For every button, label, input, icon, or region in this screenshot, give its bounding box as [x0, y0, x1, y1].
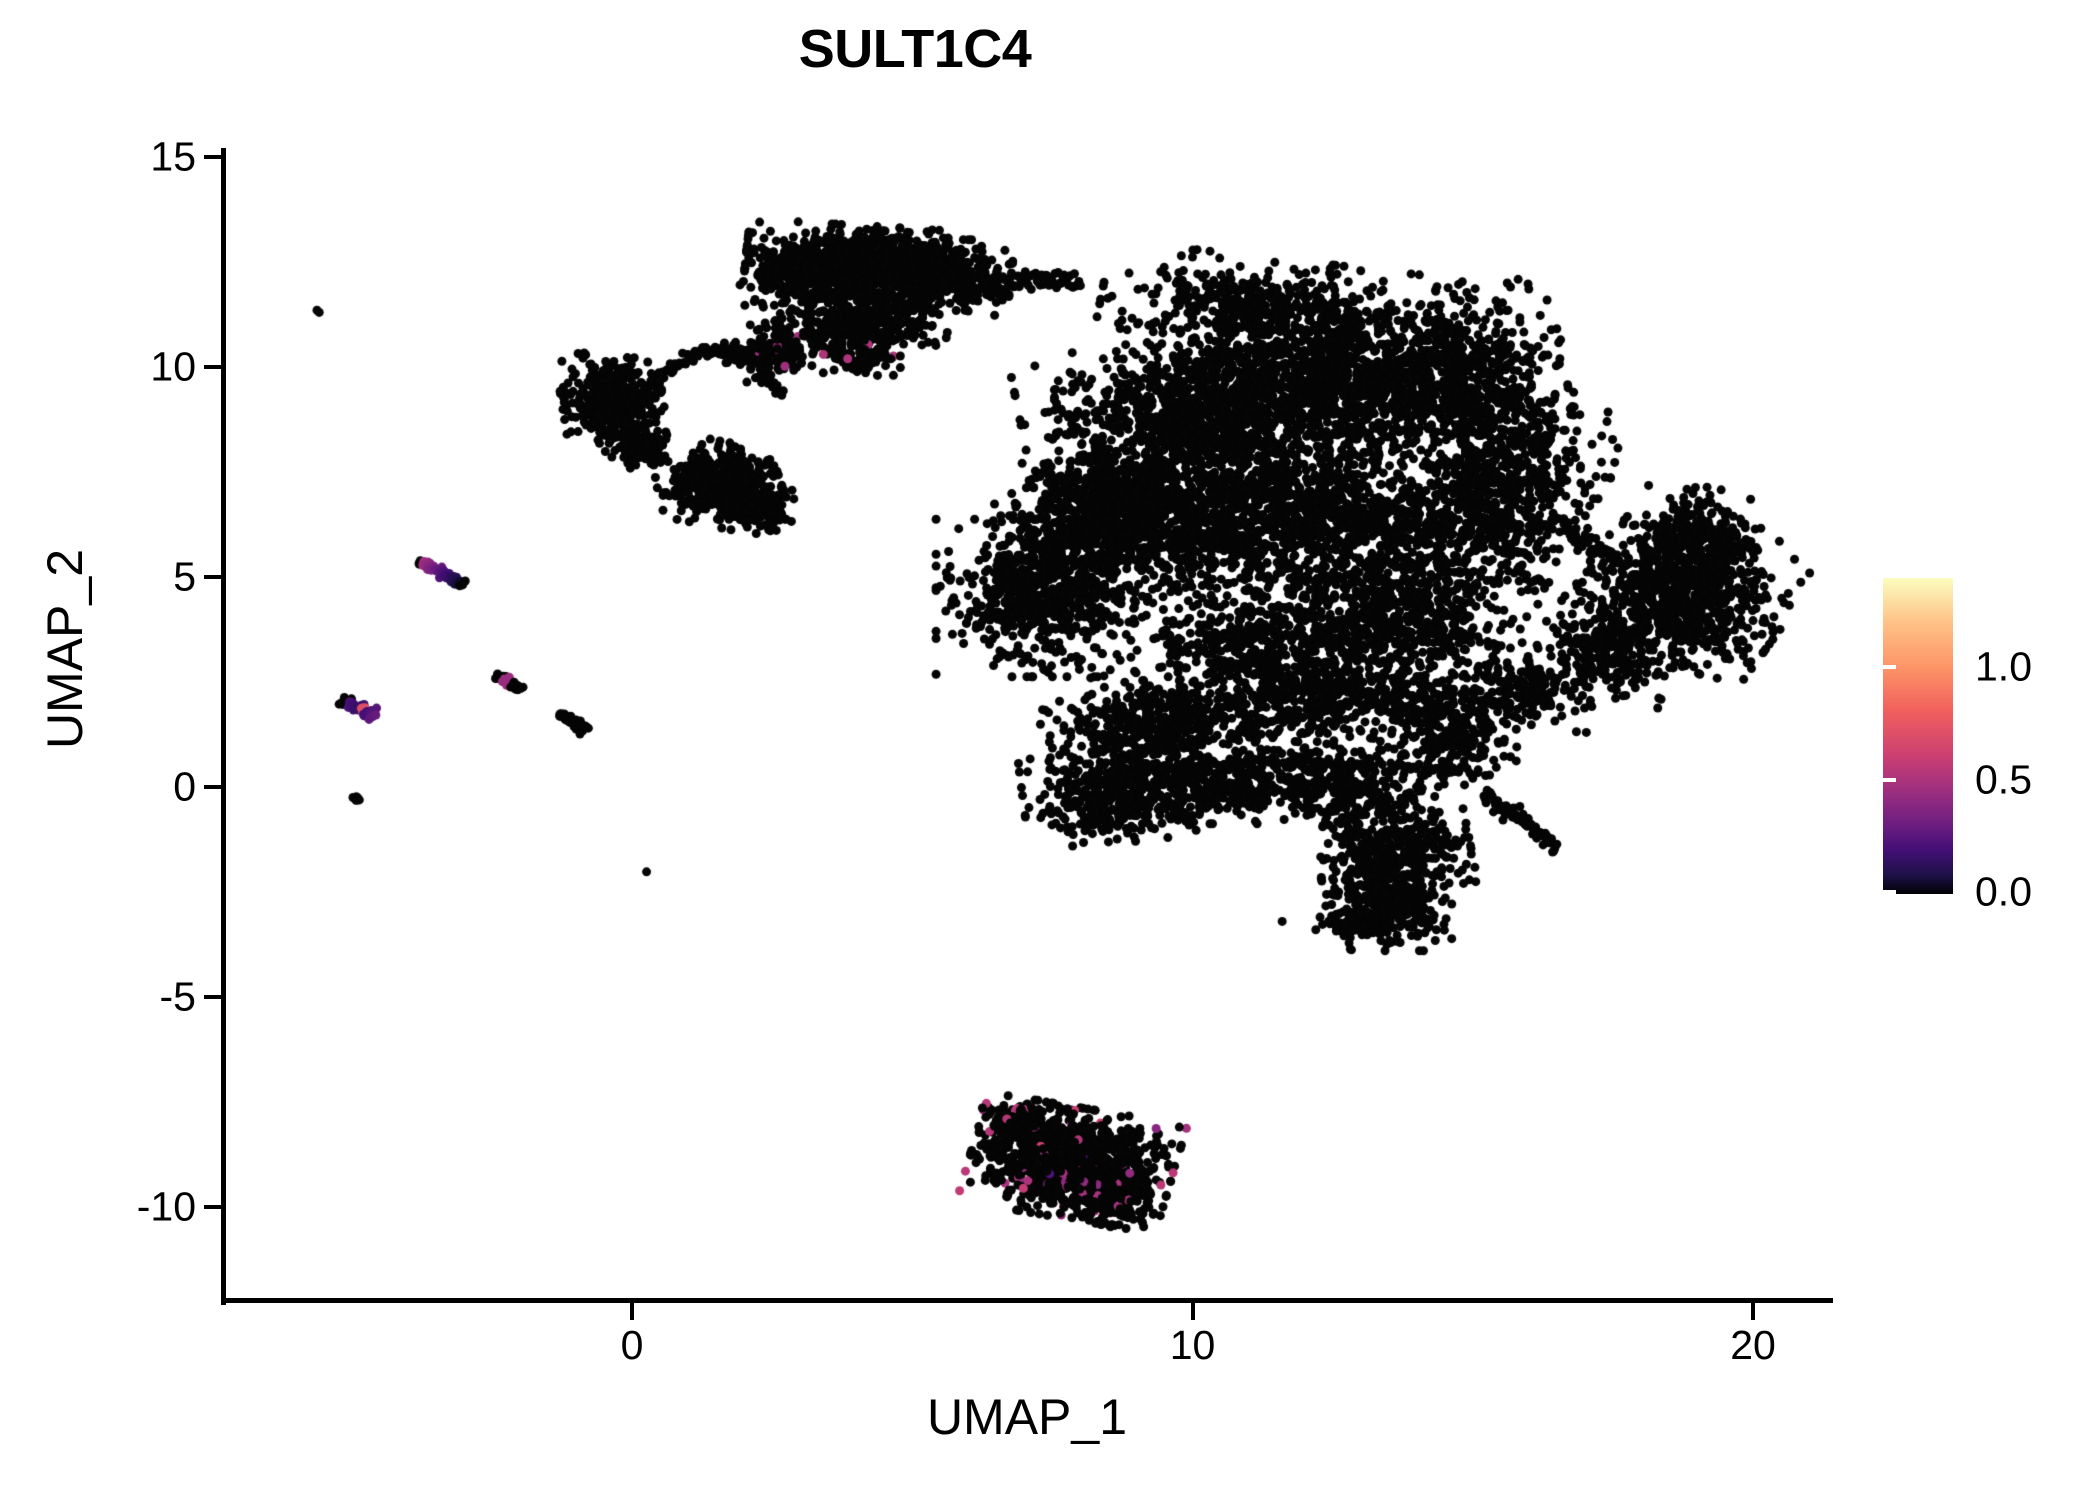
colorbar-tick-2-left	[1883, 778, 1896, 782]
y-axis-line	[221, 148, 226, 1305]
y-tick-mark	[204, 575, 221, 579]
colorbar-tick-3-left	[1883, 890, 1896, 894]
x-tick-label: 20	[1730, 1322, 1776, 1368]
y-tick-mark	[204, 995, 221, 999]
x-tick-mark	[1751, 1303, 1755, 1320]
y-tick-label: 10	[150, 343, 196, 390]
x-tick-label: 0	[620, 1322, 644, 1368]
colorbar-tick-1-right	[1870, 665, 1883, 669]
y-tick-mark	[204, 785, 221, 789]
y-tick-label: -5	[159, 973, 196, 1020]
y-tick-mark	[204, 155, 221, 159]
y-tick-label: 15	[150, 133, 196, 180]
colorbar-label-1: 1.0	[1975, 643, 2032, 690]
y-axis-title: UMAP_2	[37, 548, 93, 750]
x-tick-mark	[1190, 1303, 1195, 1320]
colorbar-tick-2-right	[1870, 778, 1883, 782]
y-tick-mark	[204, 1205, 221, 1209]
colorbar-label-2: 0.5	[1975, 756, 2032, 803]
colorbar-tick-3-right	[1870, 890, 1883, 894]
y-tick-label: -10	[136, 1183, 196, 1230]
y-tick-label: 0	[173, 763, 196, 810]
x-tick-mark	[630, 1303, 634, 1320]
colorbar-gradient	[1883, 578, 1953, 894]
colorbar-tick-1-left	[1883, 665, 1896, 669]
x-tick-label: 10	[1169, 1322, 1216, 1368]
x-axis-line	[221, 1298, 1833, 1303]
y-tick-label: 5	[173, 553, 196, 600]
x-axis-title: UMAP_1	[926, 1389, 1128, 1445]
colorbar-label-3: 0.0	[1975, 868, 2032, 915]
y-tick-mark	[204, 365, 221, 369]
